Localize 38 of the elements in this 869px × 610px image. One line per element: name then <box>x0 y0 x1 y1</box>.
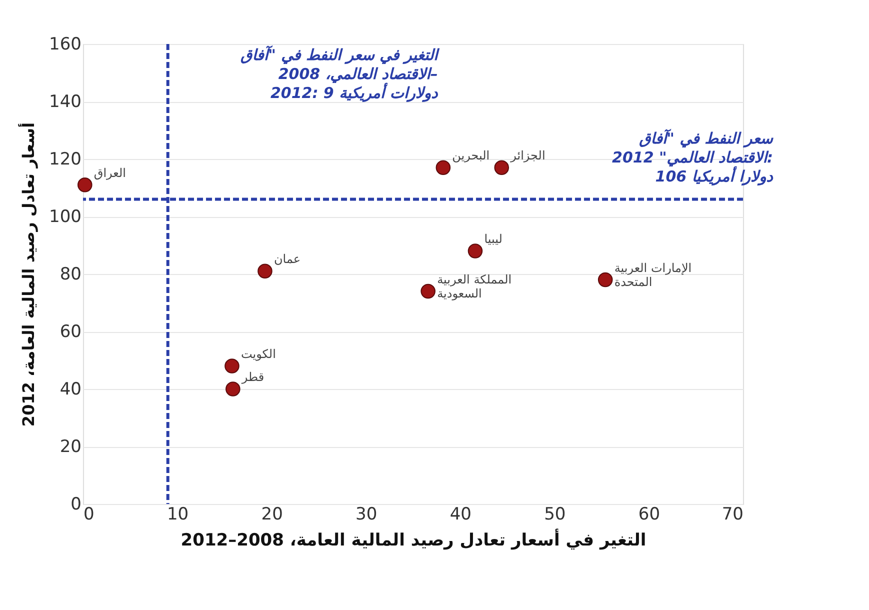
x-tick-label: 30 <box>356 504 378 524</box>
point <box>224 358 240 374</box>
point <box>420 284 436 299</box>
annotation: قطر <box>240 370 264 384</box>
y-tick-label: 60 <box>60 322 82 342</box>
y-tick-label: 20 <box>60 437 82 457</box>
ref-line-label: سعر النفط في "آفاق الاقتصاد العالمي" 2012: 106 دولارا أمريكيا <box>612 128 774 186</box>
x-axis-title: التغير في أسعار تعادل رصيد المالية العامة، 2008–2012 <box>180 528 646 550</box>
point <box>77 177 92 192</box>
x-tick-label: 10 <box>166 504 189 524</box>
point <box>436 160 451 176</box>
x-tick-label: 40 <box>450 504 472 524</box>
y-tick-label: 160 <box>49 34 82 54</box>
annotation: عمان <box>274 252 301 266</box>
point <box>258 264 272 279</box>
y-tick-label: 40 <box>60 380 82 400</box>
ref-line-label: التغير في سعر النفط في "آفاق الاقتصاد العالمي، 2008– 2012: 9 دولارات أمريكية <box>240 45 440 102</box>
annotation: الإمارات العربية المتحدة <box>614 260 692 289</box>
annotation: البحرين <box>452 148 490 163</box>
x-tick-label: 20 <box>261 504 283 524</box>
point <box>468 244 483 258</box>
y-tick-label: 80 <box>60 264 82 284</box>
x-tick-label: 70 <box>722 504 744 524</box>
x-tick-label: 60 <box>638 504 660 524</box>
x-tick-label: 50 <box>544 504 566 524</box>
y-tick-label: 140 <box>49 92 82 112</box>
annotation: ليبيا <box>484 232 502 246</box>
point <box>226 382 240 396</box>
y-tick-label: 100 <box>49 207 82 227</box>
x-tick-label: 0 <box>84 504 94 524</box>
point <box>598 272 613 288</box>
y-axis-title: أسعار تعادل رصيد المالية العامة، 2012 <box>18 122 38 427</box>
annotation: الجزائر <box>510 148 546 163</box>
annotation: الكويت <box>240 347 276 361</box>
point <box>494 160 510 176</box>
annotation: المملكة العربية السعودية <box>437 272 512 300</box>
y-tick-label: 120 <box>49 150 82 170</box>
annotation: العراق <box>94 166 126 180</box>
